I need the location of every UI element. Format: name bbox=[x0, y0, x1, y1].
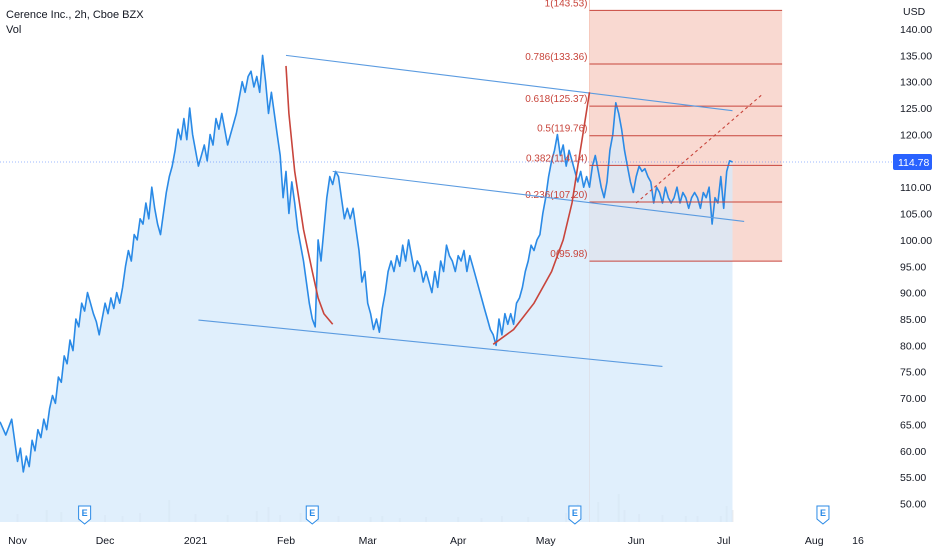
last-price-badge[interactable] bbox=[893, 153, 932, 170]
x-tick-label: May bbox=[536, 535, 557, 547]
y-tick-label: 135.00 bbox=[900, 50, 932, 62]
x-tick-label: Jul bbox=[717, 535, 730, 547]
x-tick-label: Aug bbox=[805, 535, 824, 547]
cup-arc-left[interactable] bbox=[285, 65, 334, 325]
y-tick-label: 110.00 bbox=[900, 182, 931, 194]
y-tick-label: 140.00 bbox=[900, 24, 932, 36]
y-tick-label: 55.00 bbox=[900, 472, 926, 484]
dashed-trend-line[interactable] bbox=[635, 94, 763, 204]
price-line[interactable] bbox=[0, 54, 733, 473]
price-scale-background bbox=[893, 0, 932, 550]
trend-lines[interactable] bbox=[198, 54, 763, 368]
earnings-marker-label: E bbox=[82, 508, 88, 518]
currency-label: USD bbox=[903, 6, 926, 18]
y-tick-label: 130.00 bbox=[900, 77, 932, 89]
y-tick-label: 120.00 bbox=[900, 129, 932, 141]
fibonacci-levels[interactable]: 0(95.98) 0.236(107.20) 0.382(114.14) 0.5(11… bbox=[525, 0, 783, 262]
cup-arc[interactable] bbox=[285, 65, 591, 345]
fib-level-label: 1(143.53) bbox=[545, 0, 588, 9]
x-tick-label: Jun bbox=[628, 535, 645, 547]
y-tick-label: 75.00 bbox=[900, 367, 926, 379]
y-tick-label: 65.00 bbox=[900, 419, 926, 431]
earnings-marker-label: E bbox=[820, 508, 826, 518]
x-tick-label: Mar bbox=[359, 535, 378, 547]
x-tick-label: Nov bbox=[8, 535, 27, 547]
x-tick-label: 2021 bbox=[184, 535, 208, 547]
fib-level-label: 0.618(125.37) bbox=[525, 94, 587, 105]
volume-label[interactable]: Vol bbox=[6, 24, 22, 36]
y-tick-label: 125.00 bbox=[900, 103, 932, 115]
fib-level-label: 0(95.98) bbox=[550, 249, 587, 260]
y-tick-label: 85.00 bbox=[900, 314, 926, 326]
earnings-marker[interactable] bbox=[305, 505, 319, 525]
y-tick-label: 50.00 bbox=[900, 499, 926, 511]
earnings-marker[interactable] bbox=[568, 505, 582, 525]
trend-line[interactable] bbox=[332, 170, 745, 223]
last-price-value: 114.78 bbox=[898, 157, 929, 169]
trend-line[interactable] bbox=[198, 319, 663, 368]
x-tick-label: Dec bbox=[96, 535, 115, 547]
cup-arc-right[interactable] bbox=[492, 92, 591, 345]
x-tick-label: Apr bbox=[450, 535, 467, 547]
fib-level-label: 0.5(119.76) bbox=[537, 124, 587, 135]
price-line-group bbox=[0, 54, 733, 473]
earnings-marker-label: E bbox=[572, 508, 578, 518]
earnings-marker[interactable] bbox=[816, 505, 830, 525]
earnings-marker-label: E bbox=[309, 508, 315, 518]
fib-level-label: 0.786(133.36) bbox=[525, 52, 587, 63]
trend-line[interactable] bbox=[285, 54, 733, 112]
y-tick-label: 80.00 bbox=[900, 340, 926, 352]
y-tick-label: 90.00 bbox=[900, 288, 926, 300]
earnings-marker[interactable] bbox=[78, 505, 92, 525]
symbol-title[interactable]: Cerence Inc., 2h, Cboe BZX bbox=[6, 9, 144, 21]
chart-legend: Cerence Inc., 2h, Cboe BZX Vol bbox=[6, 8, 144, 38]
y-tick-label: 60.00 bbox=[900, 446, 926, 458]
fib-level-label: 0.236(107.20) bbox=[525, 190, 587, 201]
fib-level-label: 0.382(114.14) bbox=[526, 153, 588, 164]
y-tick-label: 95.00 bbox=[900, 261, 926, 273]
y-tick-label: 70.00 bbox=[900, 393, 926, 405]
time-scale-background bbox=[0, 522, 932, 550]
y-tick-label: 105.00 bbox=[900, 209, 932, 221]
y-tick-label: 100.00 bbox=[900, 235, 932, 247]
x-tick-label: 16 bbox=[852, 535, 864, 547]
x-tick-label: Feb bbox=[277, 535, 295, 547]
